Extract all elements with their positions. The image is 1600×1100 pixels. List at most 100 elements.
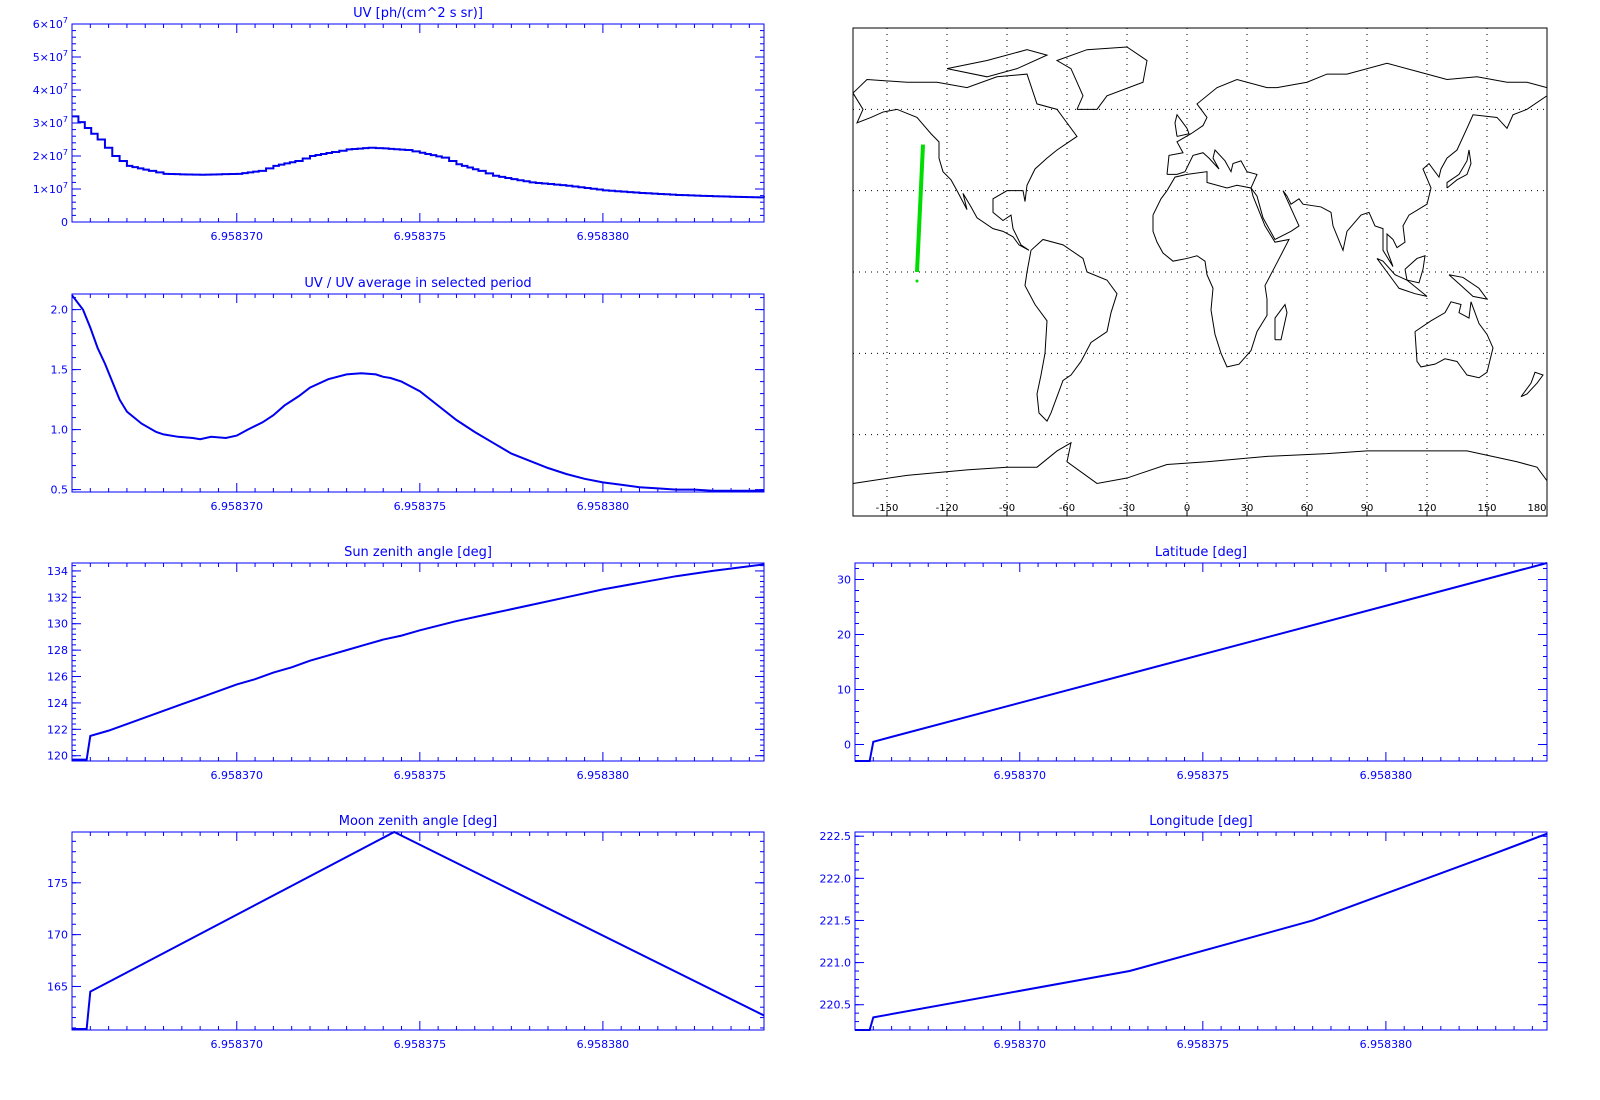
- plot-frame: [71, 831, 765, 1031]
- japan-outline: [1446, 149, 1472, 189]
- y-tick-label: 0: [844, 739, 851, 752]
- chart-title: Longitude [deg]: [1149, 814, 1252, 829]
- track-start-marker: [915, 279, 919, 283]
- y-tick-label: 1×107: [33, 181, 68, 196]
- y-tick-label: 221.0: [820, 957, 852, 970]
- chart-panel-4: Moon zenith angle [deg] 6.958370 6.958375 6…: [47, 814, 765, 1051]
- y-tick-label: 2×107: [33, 148, 68, 163]
- y-tick-label: 128: [47, 644, 68, 657]
- borneo-outline: [1404, 254, 1426, 284]
- plot-frame: [854, 831, 1548, 1031]
- arctic-islands-outline: [946, 49, 1049, 78]
- x-tick-label: 6.958375: [1177, 1038, 1230, 1051]
- lon-tick-label: 180: [1527, 503, 1546, 514]
- y-tick-label: 220.5: [820, 999, 852, 1012]
- y-tick-label: 1.5: [51, 364, 69, 377]
- y-tick-label: 130: [47, 618, 68, 631]
- y-tick-label: 10: [837, 684, 851, 697]
- plot-frame: [71, 23, 765, 223]
- x-tick-label: 6.958380: [1360, 1038, 1413, 1051]
- y-tick-label: 4×107: [33, 82, 68, 97]
- y-tick-label: 221.5: [820, 914, 852, 927]
- y-tick-label: 120: [47, 750, 68, 763]
- north-america-outline: [852, 73, 1078, 251]
- x-tick-label: 6.958380: [1360, 769, 1413, 782]
- y-tick-label: 165: [47, 980, 68, 993]
- world-map-panel: -150 -120 -90 -60 -30 0 30 60 90 120 150 180: [852, 27, 1548, 517]
- x-tick-label: 6.958370: [211, 1038, 264, 1051]
- series-line: [72, 830, 765, 1030]
- map-frame: [852, 27, 1548, 517]
- lon-tick-label: -30: [1119, 503, 1135, 514]
- chart-panel-0: UV [ph/(cm^2 s sr)] 6.958370 6.958375 6.958…: [33, 6, 765, 243]
- x-tick-label: 6.958375: [1177, 769, 1230, 782]
- madagascar-outline: [1274, 303, 1288, 341]
- y-tick-label: 20: [837, 629, 851, 642]
- y-tick-label: 222.5: [820, 830, 852, 843]
- y-tick-label: 2.0: [51, 304, 69, 317]
- chart-title: Sun zenith angle [deg]: [344, 545, 492, 560]
- series-line: [72, 115, 765, 199]
- lon-tick-label: -60: [1059, 503, 1075, 514]
- y-tick-label: 132: [47, 591, 68, 604]
- satellite-track: [915, 144, 925, 273]
- series-line: [72, 563, 765, 761]
- chart-panel-5: Longitude [deg] 6.958370 6.958375 6.958380 2…: [820, 814, 1548, 1051]
- lon-tick-label: -90: [999, 503, 1015, 514]
- lon-tick-label: -150: [876, 503, 899, 514]
- y-tick-label: 134: [47, 565, 68, 578]
- uk-outline: [1174, 113, 1190, 137]
- lon-tick-label: 0: [1184, 503, 1190, 514]
- y-tick-label: 0: [61, 216, 68, 229]
- y-tick-label: 126: [47, 671, 68, 684]
- chart-title: Moon zenith angle [deg]: [339, 814, 497, 829]
- series-line: [855, 562, 1548, 762]
- charts-layer: UV [ph/(cm^2 s sr)] 6.958370 6.958375 6.958…: [33, 6, 1548, 1051]
- y-tick-label: 124: [47, 697, 68, 710]
- x-tick-label: 6.958380: [577, 1038, 630, 1051]
- x-tick-label: 6.958380: [577, 500, 630, 513]
- south-america-outline: [1024, 238, 1118, 422]
- x-tick-label: 6.958375: [394, 1038, 447, 1051]
- x-tick-label: 6.958370: [211, 769, 264, 782]
- chart-panel-3: Latitude [deg] 6.958370 6.958375 6.958380 0 1…: [837, 545, 1548, 782]
- chart-title: UV / UV average in selected period: [304, 276, 531, 291]
- africa-outline: [1152, 171, 1290, 368]
- series-line: [71, 294, 764, 492]
- australia-outline: [1414, 301, 1494, 379]
- x-tick-label: 6.958375: [394, 230, 447, 243]
- y-tick-label: 0.5: [51, 484, 69, 497]
- chart-panel-1: UV / UV average in selected period 6.9583…: [51, 276, 765, 513]
- eurasia-outline: [1166, 62, 1548, 267]
- y-tick-label: 5×107: [33, 49, 68, 64]
- indonesia-outline: [1376, 257, 1428, 297]
- plot-frame: [71, 562, 765, 762]
- y-tick-label: 175: [47, 877, 68, 890]
- y-tick-label: 170: [47, 929, 68, 942]
- y-tick-label: 1.0: [51, 424, 69, 437]
- lon-tick-label: -120: [936, 503, 959, 514]
- y-tick-label: 122: [47, 723, 68, 736]
- x-tick-label: 6.958370: [211, 230, 264, 243]
- x-tick-label: 6.958375: [394, 769, 447, 782]
- lon-tick-label: 150: [1477, 503, 1496, 514]
- x-tick-label: 6.958380: [577, 230, 630, 243]
- x-tick-label: 6.958370: [994, 1038, 1047, 1051]
- greenland-outline: [1055, 46, 1148, 110]
- y-tick-label: 30: [837, 574, 851, 587]
- x-tick-label: 6.958370: [994, 769, 1047, 782]
- lon-tick-label: 90: [1361, 503, 1374, 514]
- lon-tick-label: 30: [1241, 503, 1254, 514]
- lon-tick-label: 120: [1417, 503, 1436, 514]
- y-tick-label: 6×107: [33, 16, 68, 31]
- x-tick-label: 6.958370: [211, 500, 264, 513]
- antarctica-outline: [852, 441, 1548, 484]
- plot-frame: [71, 293, 765, 493]
- chart-title: UV [ph/(cm^2 s sr)]: [353, 6, 483, 21]
- x-tick-label: 6.958380: [577, 769, 630, 782]
- lon-tick-label: 60: [1301, 503, 1314, 514]
- series-line: [855, 832, 1548, 1031]
- chart-title: Latitude [deg]: [1155, 545, 1247, 560]
- new-guinea-outline: [1448, 274, 1489, 300]
